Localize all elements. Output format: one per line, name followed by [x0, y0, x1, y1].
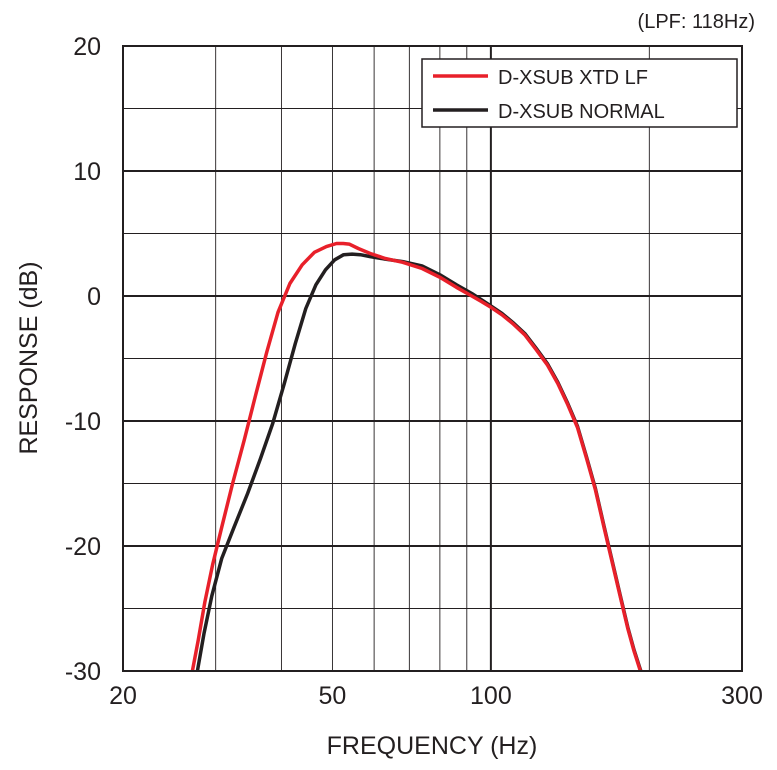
legend: D-XSUB XTD LF D-XSUB NORMAL [421, 58, 738, 128]
x-tick-label: 100 [470, 682, 512, 710]
y-tick-label: 0 [87, 283, 101, 311]
x-axis-label: FREQUENCY (Hz) [327, 732, 538, 760]
y-axis-label: RESPONSE (dB) [15, 261, 43, 454]
legend-box [421, 58, 738, 128]
x-tick-labels: 20 50 100 300 [109, 682, 763, 710]
y-tick-label: 20 [73, 33, 101, 61]
x-tick-label: 20 [109, 682, 137, 710]
lpf-annotation: (LPF: 118Hz) [638, 11, 755, 33]
legend-label-normal: D-XSUB NORMAL [498, 101, 665, 123]
x-tick-label: 50 [319, 682, 347, 710]
y-tick-label: -30 [65, 658, 101, 686]
y-tick-labels: 20 10 0 -10 -20 -30 [65, 33, 101, 686]
series-line-xtd-lf [190, 241, 643, 671]
y-tick-label: -20 [65, 533, 101, 561]
y-tick-label: -10 [65, 408, 101, 436]
legend-label-xtd-lf: D-XSUB XTD LF [498, 67, 648, 89]
x-tick-label: 300 [721, 682, 763, 710]
curves [190, 241, 643, 671]
plot-frame [122, 45, 743, 672]
y-tick-label: 10 [73, 158, 101, 186]
